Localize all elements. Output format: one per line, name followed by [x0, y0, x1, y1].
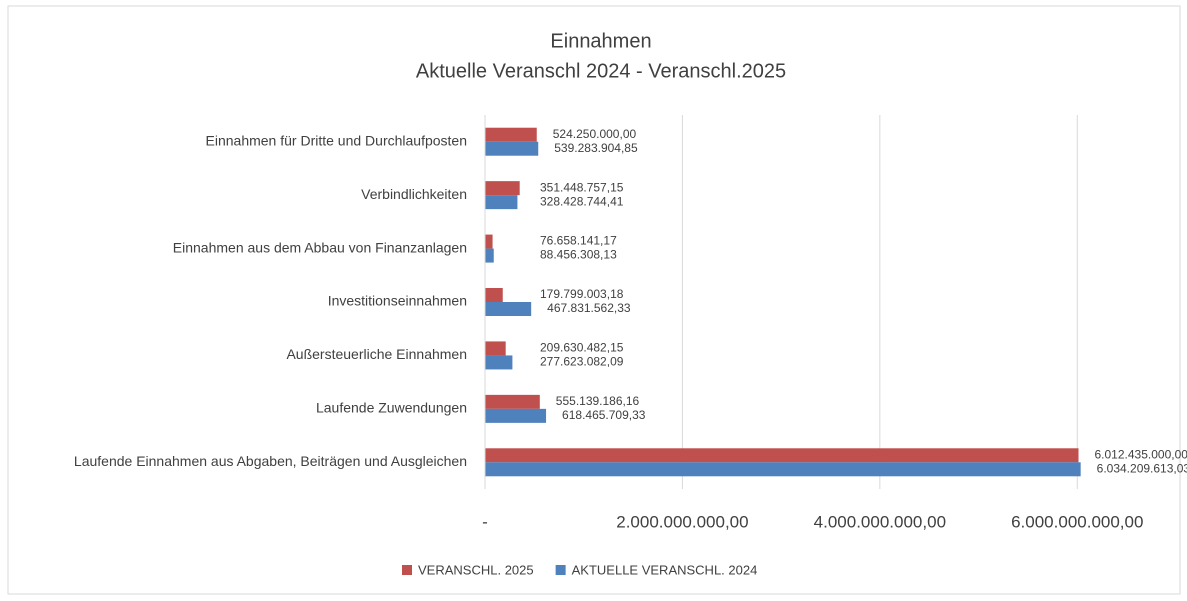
bar	[485, 141, 539, 156]
bar	[485, 394, 540, 409]
value-label: 328.428.744,41	[540, 194, 624, 208]
y-tick-label: Verbindlichkeiten	[361, 186, 467, 202]
legend-swatch	[555, 565, 566, 575]
chart-frame	[7, 5, 1181, 595]
value-label: 209.630.482,15	[540, 341, 624, 355]
bar	[485, 302, 532, 316]
bar	[485, 248, 494, 263]
value-label: 88.456.308,13	[540, 248, 617, 262]
value-label: 555.139.186,16	[556, 394, 640, 408]
y-tick-label: Einnahmen aus dem Abbau von Finanzanlage…	[173, 239, 467, 255]
value-label: 539.283.904,85	[554, 141, 638, 155]
value-label: 618.465.709,33	[562, 408, 646, 422]
y-tick-label: Laufende Einnahmen aus Abgaben, Beiträge…	[74, 453, 467, 469]
value-label: 351.448.757,15	[540, 180, 624, 194]
bar	[485, 355, 513, 370]
legend-swatch	[402, 565, 412, 575]
value-label: 524.250.000,00	[553, 127, 637, 141]
bar	[485, 234, 493, 249]
bar	[485, 462, 1081, 477]
x-tick-label: -	[482, 512, 488, 531]
chart-subtitle: Aktuelle Veranschl 2024 - Veranschl.2025	[416, 60, 786, 82]
y-tick-label: Einnahmen für Dritte und Durchlaufposten	[206, 132, 467, 148]
x-tick-label: 6.000.000.000,00	[1011, 512, 1143, 531]
bar	[485, 195, 518, 210]
value-label: 6.034.209.613,03	[1097, 461, 1187, 475]
value-label: 76.658.141,17	[540, 234, 617, 248]
y-tick-label: Investitionseinnahmen	[328, 293, 467, 309]
chart-title: Einnahmen	[550, 30, 651, 52]
value-label: 467.831.562,33	[547, 301, 631, 315]
x-tick-label: 4.000.000.000,00	[814, 512, 946, 531]
value-label: 277.623.082,09	[540, 355, 624, 369]
legend-label: VERANSCHL. 2025	[418, 562, 534, 577]
bar	[485, 288, 503, 302]
value-label: 179.799.003,18	[540, 287, 624, 301]
bar	[485, 341, 506, 356]
x-tick-label: 2.000.000.000,00	[616, 512, 748, 531]
bar	[485, 448, 1079, 463]
bar	[485, 408, 547, 423]
bar	[485, 181, 520, 196]
y-tick-label: Außersteuerliche Einnahmen	[286, 346, 467, 362]
y-tick-label: Laufende Zuwendungen	[316, 400, 467, 416]
bar	[485, 127, 537, 142]
legend-label: AKTUELLE VERANSCHL. 2024	[572, 562, 758, 577]
value-label: 6.012.435.000,00	[1095, 447, 1187, 461]
